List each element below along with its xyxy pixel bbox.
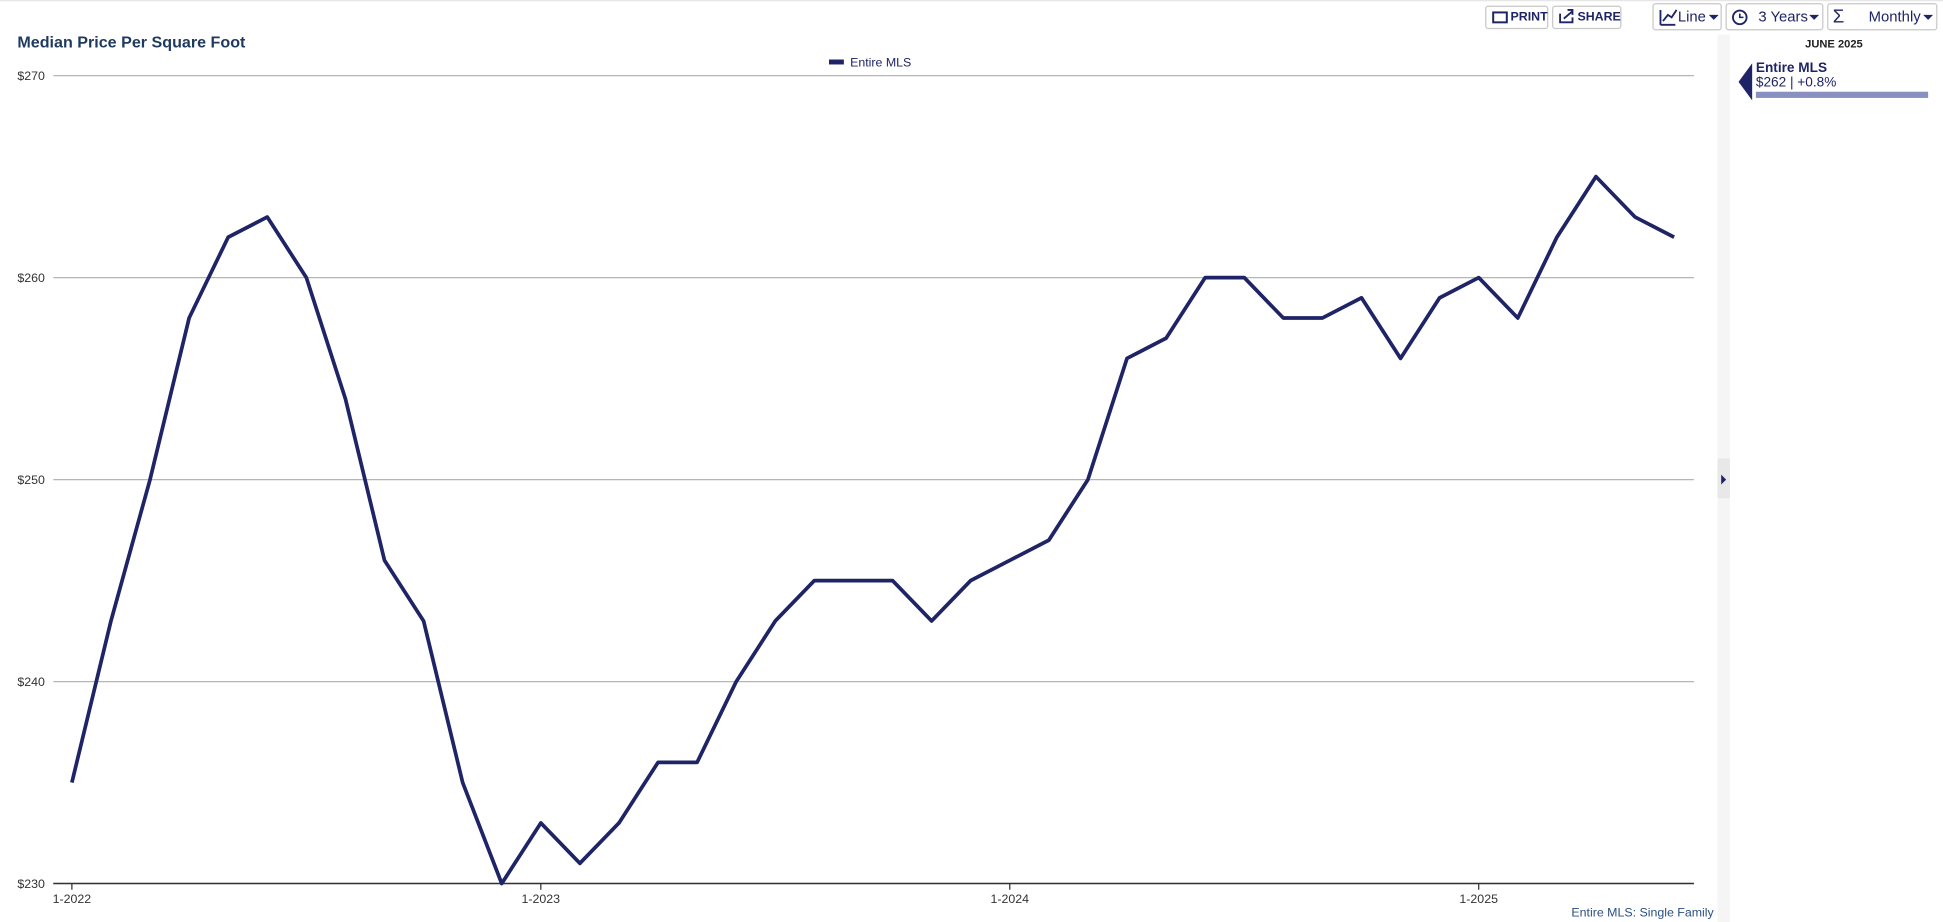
clock-hands <box>1738 13 1744 19</box>
chart-type-select[interactable]: Line <box>1652 3 1722 31</box>
y-tick-label: $270 <box>17 69 45 83</box>
interval-select[interactable]: Σ Monthly <box>1827 3 1938 31</box>
sidebar-series: Entire MLS <box>1756 60 1827 75</box>
legend-label: Entire MLS <box>850 55 911 69</box>
top-border <box>0 0 1943 2</box>
select-frame <box>1652 3 1722 31</box>
y-tick-label: $240 <box>17 675 45 689</box>
select-label: 3 Years <box>1758 9 1808 25</box>
y-tick-label: $230 <box>17 877 45 891</box>
line-icon <box>1659 9 1678 26</box>
button-label: PRINT <box>1511 10 1549 24</box>
sidebar-pointer <box>1738 63 1753 101</box>
legend-swatch <box>828 59 844 65</box>
series-line <box>70 174 1675 886</box>
x-tick-label: 1-2022 <box>53 892 92 906</box>
print-button[interactable]: PRINT <box>1485 5 1549 30</box>
clock-icon <box>1732 9 1748 26</box>
footer-note: Entire MLS: Single Family <box>1571 906 1714 920</box>
caret <box>1923 14 1934 20</box>
chart-title: Median Price Per Square Foot <box>17 34 246 52</box>
toggle-arrow <box>1721 474 1727 485</box>
caret <box>1708 14 1719 20</box>
print-icon <box>1492 11 1508 24</box>
share-icon <box>1559 9 1574 24</box>
share-button[interactable]: SHARE <box>1552 5 1622 30</box>
x-tick-label: 1-2024 <box>990 892 1029 906</box>
select-frame <box>1827 3 1938 31</box>
sidebar-summary: $262 | +0.8% <box>1756 75 1836 90</box>
sigma-icon: Σ <box>1833 5 1844 26</box>
y-tick-label: $250 <box>17 473 45 487</box>
x-tick-label: 1-2025 <box>1459 892 1498 906</box>
select-label: Monthly <box>1869 9 1922 25</box>
button-label: SHARE <box>1577 10 1620 24</box>
sidebar-date: JUNE 2025 <box>1805 39 1863 51</box>
caret <box>1809 14 1820 20</box>
range-select[interactable]: 3 Years <box>1725 3 1824 31</box>
select-label: Line <box>1678 9 1706 25</box>
y-tick-label: $260 <box>17 271 45 285</box>
sidebar-bar <box>1755 91 1929 98</box>
x-tick-label: 1-2023 <box>522 892 561 906</box>
select-frame <box>1725 3 1824 31</box>
